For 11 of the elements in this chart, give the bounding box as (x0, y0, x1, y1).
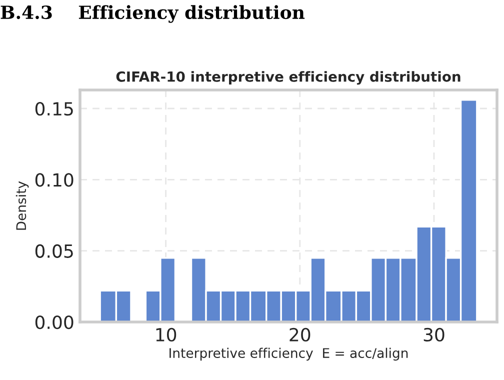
chart-title: CIFAR-10 interpretive efficiency distribution (116, 71, 460, 85)
y-tick-label: 0.15 (35, 102, 73, 116)
x-tick-label: 30 (424, 328, 444, 342)
x-tick-label: 10 (156, 328, 176, 342)
y-axis-title: Density (16, 181, 29, 230)
y-tick-label: 0.00 (35, 315, 74, 330)
x-tick-label: 20 (290, 328, 310, 342)
x-axis-title: Interpretive efficiency E = acc/align (170, 348, 408, 361)
y-tick-label: 0.05 (35, 244, 73, 258)
text: B.4.3 Efficiency distribution (0, 5, 305, 23)
y-tick-label: 0.10 (35, 173, 74, 187)
